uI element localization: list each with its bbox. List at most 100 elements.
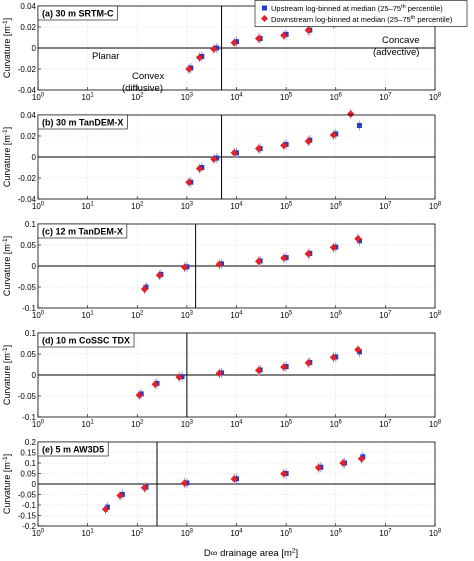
downstream-point (215, 369, 224, 378)
downstream-point (116, 491, 124, 500)
x-tick-label: 108 (429, 311, 442, 321)
x-tick-label: 107 (379, 311, 392, 321)
downstream-point (354, 234, 362, 243)
downstream-point (185, 178, 193, 186)
x-tick-label: 107 (379, 202, 392, 212)
downstream-point (175, 373, 183, 381)
downstream-point (185, 65, 193, 73)
upstream-point (214, 45, 220, 51)
x-tick-label: 106 (330, 529, 343, 539)
x-tick-label: 108 (429, 202, 442, 212)
y-axis-label: Curvature [m-1] (2, 454, 12, 514)
downstream-point (329, 131, 338, 139)
x-tick-label: 100 (32, 311, 45, 321)
y-tick-label: 0 (32, 153, 37, 162)
y-tick-label: 0.2 (25, 438, 37, 447)
x-tick-label: 104 (230, 529, 243, 539)
y-tick-label: 0.04 (20, 2, 36, 11)
x-tick-label: 104 (230, 420, 243, 430)
panel-title: (b) 30 m TanDEM-X (42, 118, 123, 128)
y-tick-label: 0.1 (25, 459, 37, 468)
x-tick-label: 100 (32, 529, 45, 539)
x-tick-label: 101 (82, 529, 95, 539)
downstream-point (304, 250, 313, 258)
x-tick-label: 100 (32, 202, 45, 212)
x-tick-label: 104 (230, 93, 243, 103)
x-tick-label: 101 (82, 202, 95, 212)
y-tick-label: 0.02 (20, 23, 36, 32)
annotation-diffusive: (diffusive) (122, 83, 163, 94)
y-tick-label: -0.02 (18, 65, 37, 74)
y-tick-label: -0.05 (18, 283, 37, 292)
x-tick-label: 103 (181, 529, 194, 539)
downstream-point (280, 31, 288, 40)
downstream-point (339, 459, 347, 467)
downstream-point (357, 455, 366, 463)
downstream-point (195, 53, 204, 62)
x-tick-label: 100 (32, 93, 45, 103)
downstream-point (230, 149, 238, 157)
panel-title: (c) 12 m TanDEM-X (42, 227, 123, 237)
y-tick-label: -0.1 (22, 501, 36, 510)
panel-2: 100 101 102 103 104 105 106 107 108 -0.04 -0.02 0 0.… (2, 108, 442, 212)
upstream-point (214, 155, 220, 161)
legend-entry-upstream: Upstream log-binned at median (25–75th p… (271, 4, 443, 13)
y-tick-label: 0 (32, 371, 37, 380)
downstream-point (304, 137, 313, 145)
downstream-point (329, 353, 338, 362)
x-tick-label: 103 (181, 202, 194, 212)
x-tick-label: 101 (82, 311, 95, 321)
downstream-point (101, 505, 110, 513)
y-tick-label: -0.05 (18, 392, 37, 401)
downstream-point (180, 263, 189, 271)
y-tick-label: -0.1 (22, 413, 36, 422)
panel-5: 100 101 102 103 104 105 106 107 108 -0.2-0.15 -0.1… (2, 438, 442, 538)
downstream-point (354, 346, 362, 354)
y-tick-label: 0.05 (20, 241, 36, 250)
x-tick-label: 105 (280, 93, 293, 103)
y-tick-label: 0.05 (20, 350, 36, 359)
x-tick-label: 106 (330, 93, 343, 103)
x-tick-label: 100 (32, 420, 45, 430)
x-tick-label: 103 (181, 420, 194, 430)
legend-marker-upstream (262, 5, 267, 11)
downstream-point (140, 285, 149, 293)
x-tick-label: 106 (330, 311, 343, 321)
y-tick-label: -0.05 (18, 491, 37, 500)
x-tick-label: 105 (280, 311, 293, 321)
upstream-point (104, 504, 110, 510)
downstream-point (230, 39, 238, 47)
downstream-point (280, 363, 288, 371)
x-tick-label: 107 (379, 420, 392, 430)
x-tick-label: 105 (280, 420, 293, 430)
x-tick-label: 105 (280, 529, 293, 539)
panel-title-box (37, 114, 128, 130)
x-tick-label: 103 (181, 311, 194, 321)
panel-title-box (37, 332, 135, 348)
y-tick-label: 0 (32, 44, 37, 53)
x-tick-label: 106 (330, 420, 343, 430)
x-tick-label: 104 (230, 202, 243, 212)
x-tick-label: 106 (330, 202, 343, 212)
x-tick-label: 102 (131, 202, 144, 212)
y-tick-label: -0.04 (18, 86, 37, 95)
y-tick-label: 0.04 (20, 111, 36, 120)
downstream-point (346, 110, 355, 118)
y-axis-label: Curvature [m-1] (2, 236, 12, 296)
y-axis-label: Curvature [m-1] (2, 345, 12, 405)
x-tick-label: 108 (429, 93, 442, 103)
downstream-point (195, 164, 204, 173)
downstream-point (304, 26, 313, 34)
downstream-point (151, 380, 159, 388)
panel-3: 100 101 102 103 104 105 106 107 108 -0.1 -0.05 0 0.0… (2, 220, 442, 320)
downstream-point (254, 257, 263, 266)
legend: Upstream log-binned at median (25–75th p… (254, 0, 468, 27)
downstream-point (155, 271, 164, 279)
y-tick-label: 0.1 (25, 220, 37, 229)
y-tick-label: 0.15 (20, 449, 36, 458)
x-tick-label: 108 (429, 420, 442, 430)
downstream-point (254, 144, 263, 153)
downstream-point (314, 463, 323, 472)
y-tick-label: -0.1 (22, 304, 36, 313)
y-tick-label: 0 (32, 480, 37, 489)
